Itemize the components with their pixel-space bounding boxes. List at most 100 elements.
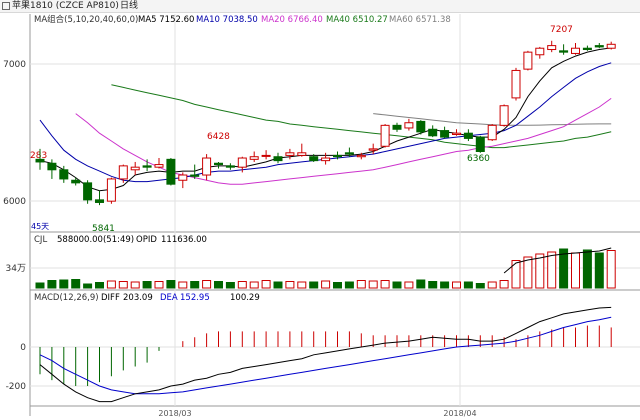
volume-bar xyxy=(392,281,402,289)
period-label[interactable]: 日线 xyxy=(120,1,139,11)
volume-bar xyxy=(118,281,128,289)
candle-body xyxy=(452,132,461,135)
volume-bar xyxy=(273,281,283,289)
volume-bar xyxy=(523,256,533,289)
candle-body xyxy=(95,199,104,203)
volume-bars xyxy=(35,247,616,289)
candle-body xyxy=(416,120,426,133)
volume-bar xyxy=(35,282,45,289)
candle-body xyxy=(380,124,390,147)
macd-bars xyxy=(39,306,612,403)
candle-body xyxy=(214,162,223,166)
candle-body xyxy=(237,157,247,168)
volume-bar xyxy=(404,281,414,289)
volume-bar xyxy=(606,250,616,289)
legend-dea: DEA xyxy=(160,293,178,303)
label-high-7207: 7207 xyxy=(550,25,573,35)
candle-body xyxy=(571,47,580,54)
candle-body xyxy=(309,156,319,162)
x-tick-mar: 2018/03 xyxy=(158,409,191,418)
legend-ma40: MA40 6510.27 xyxy=(326,15,388,25)
candle-body xyxy=(463,132,473,139)
label-6428: 6428 xyxy=(207,132,230,142)
volume-bar xyxy=(440,281,450,289)
x-tick-apr: 2018/04 xyxy=(443,409,476,418)
candle-body xyxy=(356,154,366,158)
legend-ma5: MA5 7152.60 xyxy=(138,15,194,25)
legend-dea-value: 152.95 xyxy=(180,293,210,303)
volume-bar xyxy=(499,280,509,289)
candle-body xyxy=(321,157,331,162)
volume-bar xyxy=(261,280,271,289)
y-tick-7000: 7000 xyxy=(3,60,26,70)
candle-body xyxy=(535,47,545,56)
volume-bar xyxy=(95,282,104,289)
instrument-title: 苹果1810 (CZCE AP810) xyxy=(12,1,119,11)
volume-bar xyxy=(130,281,140,289)
candle-body xyxy=(261,154,271,157)
candle-body xyxy=(559,50,569,53)
label-5841: 5841 xyxy=(92,224,115,234)
volume-bar xyxy=(202,280,212,289)
title-bar: 苹果1810 (CZCE AP810) 日线 xyxy=(0,0,640,13)
volume-bar xyxy=(594,252,604,289)
volume-bar xyxy=(285,281,295,289)
candle-body xyxy=(59,169,69,180)
volume-bar xyxy=(380,280,390,289)
candle-body xyxy=(35,158,45,163)
volume-bar xyxy=(559,248,569,289)
app-icon xyxy=(2,2,10,10)
volume-bar xyxy=(154,281,164,289)
candle-body xyxy=(606,43,616,49)
volume-bar xyxy=(237,281,247,289)
volume-bar xyxy=(356,280,366,289)
candle-body xyxy=(547,45,557,51)
legend-ma10: MA10 7038.50 xyxy=(196,15,258,25)
candle-body xyxy=(523,51,533,70)
legend-diff-value: 203.09 xyxy=(123,293,153,303)
y-tick-vol: 34万 xyxy=(6,264,26,274)
legend-cjl: CJL xyxy=(34,235,47,245)
candle-body xyxy=(297,152,307,156)
volume-bar xyxy=(214,281,223,289)
candle-body xyxy=(368,148,378,151)
volume-bar xyxy=(333,282,342,289)
candle-body xyxy=(47,162,57,171)
candle-body xyxy=(202,157,212,176)
volume-bar xyxy=(452,281,461,289)
legend-vol-value: 588000.00(51:49) xyxy=(57,235,134,245)
legend-ma60: MA60 6571.38 xyxy=(389,15,451,25)
candle-body xyxy=(249,156,259,160)
volume-bar xyxy=(83,283,93,289)
candle-body xyxy=(166,158,176,185)
candle-body xyxy=(273,156,283,162)
chart-area[interactable]: 7000 6000 34万 0 -200 2018/03 2018/04 MA组… xyxy=(0,12,640,420)
ma40-line xyxy=(111,84,612,149)
candle-body xyxy=(154,164,164,168)
candle-body xyxy=(475,136,485,152)
candle-body xyxy=(142,165,152,168)
legend-diff: DIFF xyxy=(101,293,120,303)
candle-body xyxy=(106,178,116,202)
candle-body xyxy=(190,174,200,177)
candle-body xyxy=(344,152,354,155)
volume-bar xyxy=(59,279,69,289)
candle-body xyxy=(404,122,414,129)
volume-bar xyxy=(309,281,319,289)
volume-bar xyxy=(547,251,557,289)
volume-bar xyxy=(535,253,545,289)
legend-opid-value: 111636.00 xyxy=(161,235,207,245)
candlesticks xyxy=(35,40,616,206)
volume-bar xyxy=(225,282,235,289)
label-left-283: 283 xyxy=(30,151,47,161)
label-6360: 6360 xyxy=(467,154,490,164)
candle-body xyxy=(594,45,604,48)
volume-bar xyxy=(511,260,521,289)
candle-body xyxy=(178,174,188,181)
volume-bar xyxy=(142,281,152,289)
y-tick-macd-zero: 0 xyxy=(20,343,26,353)
candle-body xyxy=(440,130,450,138)
candle-body xyxy=(582,47,592,51)
volume-bar xyxy=(321,280,331,289)
candle-body xyxy=(511,69,521,99)
